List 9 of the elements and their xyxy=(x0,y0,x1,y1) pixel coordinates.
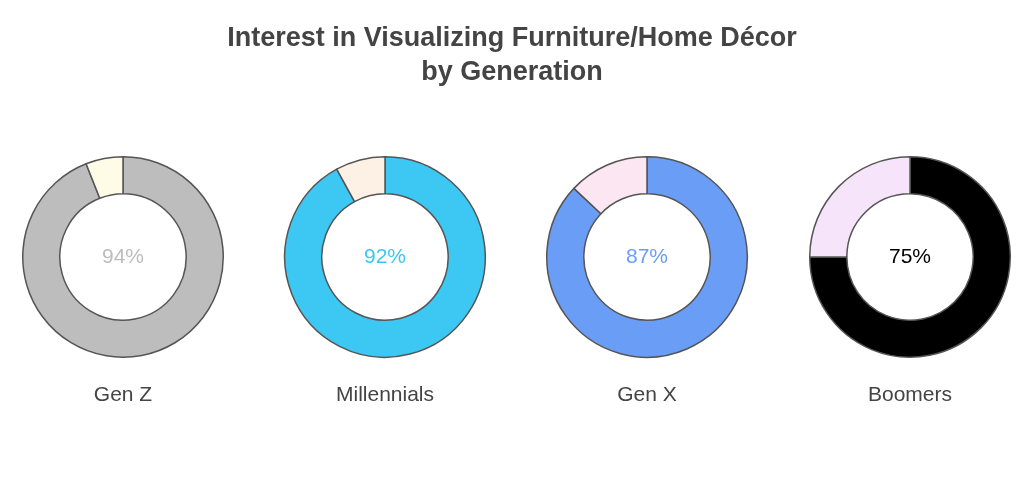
data-label: 94% xyxy=(101,243,145,267)
text: Gen X xyxy=(616,382,678,406)
data-label: 87% xyxy=(625,243,669,267)
text: Gen Z xyxy=(92,382,154,406)
data-label: 75% xyxy=(888,243,932,267)
text: Millennials xyxy=(334,382,435,406)
data-label: 92% xyxy=(363,243,407,267)
text: Boomers xyxy=(867,382,953,406)
text: Interest in Visualizing Furniture/Home Décor by Generation xyxy=(226,21,798,88)
